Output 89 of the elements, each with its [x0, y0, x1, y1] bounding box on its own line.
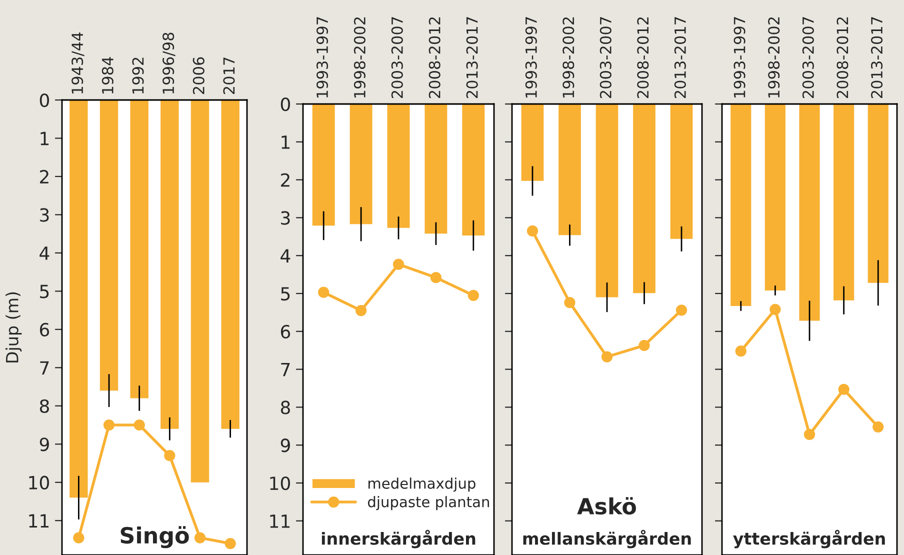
y-tick-label: 5: [40, 284, 49, 298]
annotation: Askö: [577, 497, 636, 515]
x-tick-label: 2008-2012: [836, 17, 848, 98]
y-tick-label: 10: [270, 476, 290, 490]
bar: [670, 104, 693, 239]
point: [73, 532, 84, 544]
x-tick-label: 2013-2017: [674, 17, 686, 98]
y-tick-label: 0: [280, 97, 290, 112]
point: [355, 304, 367, 316]
x-tick-label: 2006: [192, 57, 204, 94]
x-tick-label: 2008-2012: [637, 17, 649, 98]
point: [526, 225, 538, 237]
point: [468, 290, 479, 301]
bar: [834, 104, 854, 300]
point: [318, 286, 330, 298]
x-tick-label: 2013-2017: [871, 17, 883, 98]
x-tick-label: 2003-2007: [600, 17, 612, 98]
legend-label: medelmaxdjup: [368, 478, 476, 492]
x-tick-label: 2003-2007: [802, 17, 814, 98]
y-tick-label: 7: [281, 362, 290, 376]
x-tick-label: 2003-2007: [391, 17, 403, 98]
x-tick-label: 1993-1997: [734, 17, 746, 98]
point: [103, 419, 115, 431]
x-tick-label: 1943/44: [72, 32, 84, 94]
bar: [130, 100, 148, 398]
bar: [868, 104, 888, 283]
point: [134, 419, 145, 431]
y-tick-label: 3: [40, 208, 49, 222]
bar: [160, 100, 179, 429]
x-tick-label: 1984: [102, 57, 114, 94]
y-tick-label: 10: [29, 476, 49, 490]
y-tick-label: 8: [40, 399, 49, 413]
y-axis-title: Djup (m): [6, 292, 22, 362]
annotation: Singö: [120, 526, 189, 548]
point: [638, 340, 650, 351]
y-tick-label: 2: [40, 170, 48, 184]
point: [676, 304, 688, 316]
x-tick-label: 2008-2012: [428, 17, 440, 98]
bar: [558, 104, 581, 236]
bar: [730, 104, 752, 306]
bar: [190, 100, 210, 482]
y-tick-label: 4: [40, 246, 50, 260]
x-tick-label: 1996/98: [162, 32, 176, 94]
point: [735, 346, 746, 357]
point: [392, 258, 404, 270]
bar: [633, 104, 656, 294]
point: [224, 538, 236, 550]
x-tick-label: 1998-2002: [768, 17, 780, 98]
y-tick-label: 6: [280, 324, 290, 339]
bar: [221, 100, 240, 429]
annotation: mellanskärgården: [523, 530, 691, 548]
bar: [521, 104, 544, 181]
point: [164, 450, 176, 462]
y-tick-label: 11: [29, 514, 49, 528]
y-tick-label: 8: [280, 400, 290, 414]
y-tick-label: 6: [40, 322, 50, 337]
x-tick-label: 1998-2002: [562, 17, 574, 98]
y-tick-label: 1: [40, 132, 49, 146]
point: [838, 384, 850, 395]
y-tick-label: 11: [270, 514, 290, 528]
y-tick-label: 4: [280, 249, 290, 262]
y-tick-label: 9: [40, 438, 49, 452]
y-tick-label: 2: [281, 173, 290, 187]
y-tick-label: 7: [40, 361, 49, 375]
bar: [799, 104, 820, 321]
y-tick-label: 1: [282, 136, 290, 149]
bar: [764, 104, 786, 290]
point: [872, 421, 884, 432]
x-tick-label: 2013-2017: [466, 17, 478, 98]
annotation: ytterskärgården: [733, 530, 885, 548]
bar: [100, 100, 118, 391]
point: [601, 351, 613, 362]
y-tick-label: 5: [281, 287, 290, 301]
y-tick-label: 0: [40, 93, 49, 108]
x-tick-label: 1993-1997: [316, 17, 328, 98]
y-tick-label: 9: [280, 438, 290, 452]
point: [564, 297, 576, 308]
point: [770, 304, 781, 315]
point: [430, 272, 442, 284]
x-tick-label: 1998-2002: [354, 17, 366, 98]
bar: [596, 104, 618, 298]
x-tick-label: 1993-1997: [525, 17, 537, 98]
y-tick-label: 3: [281, 211, 290, 225]
point: [804, 428, 816, 440]
legend-label: djupaste plantan: [368, 496, 489, 510]
annotation: innerskärgården: [322, 530, 476, 548]
point: [194, 532, 206, 544]
x-tick-label: 1992: [132, 58, 144, 94]
x-tick-label: 2017: [223, 58, 235, 94]
